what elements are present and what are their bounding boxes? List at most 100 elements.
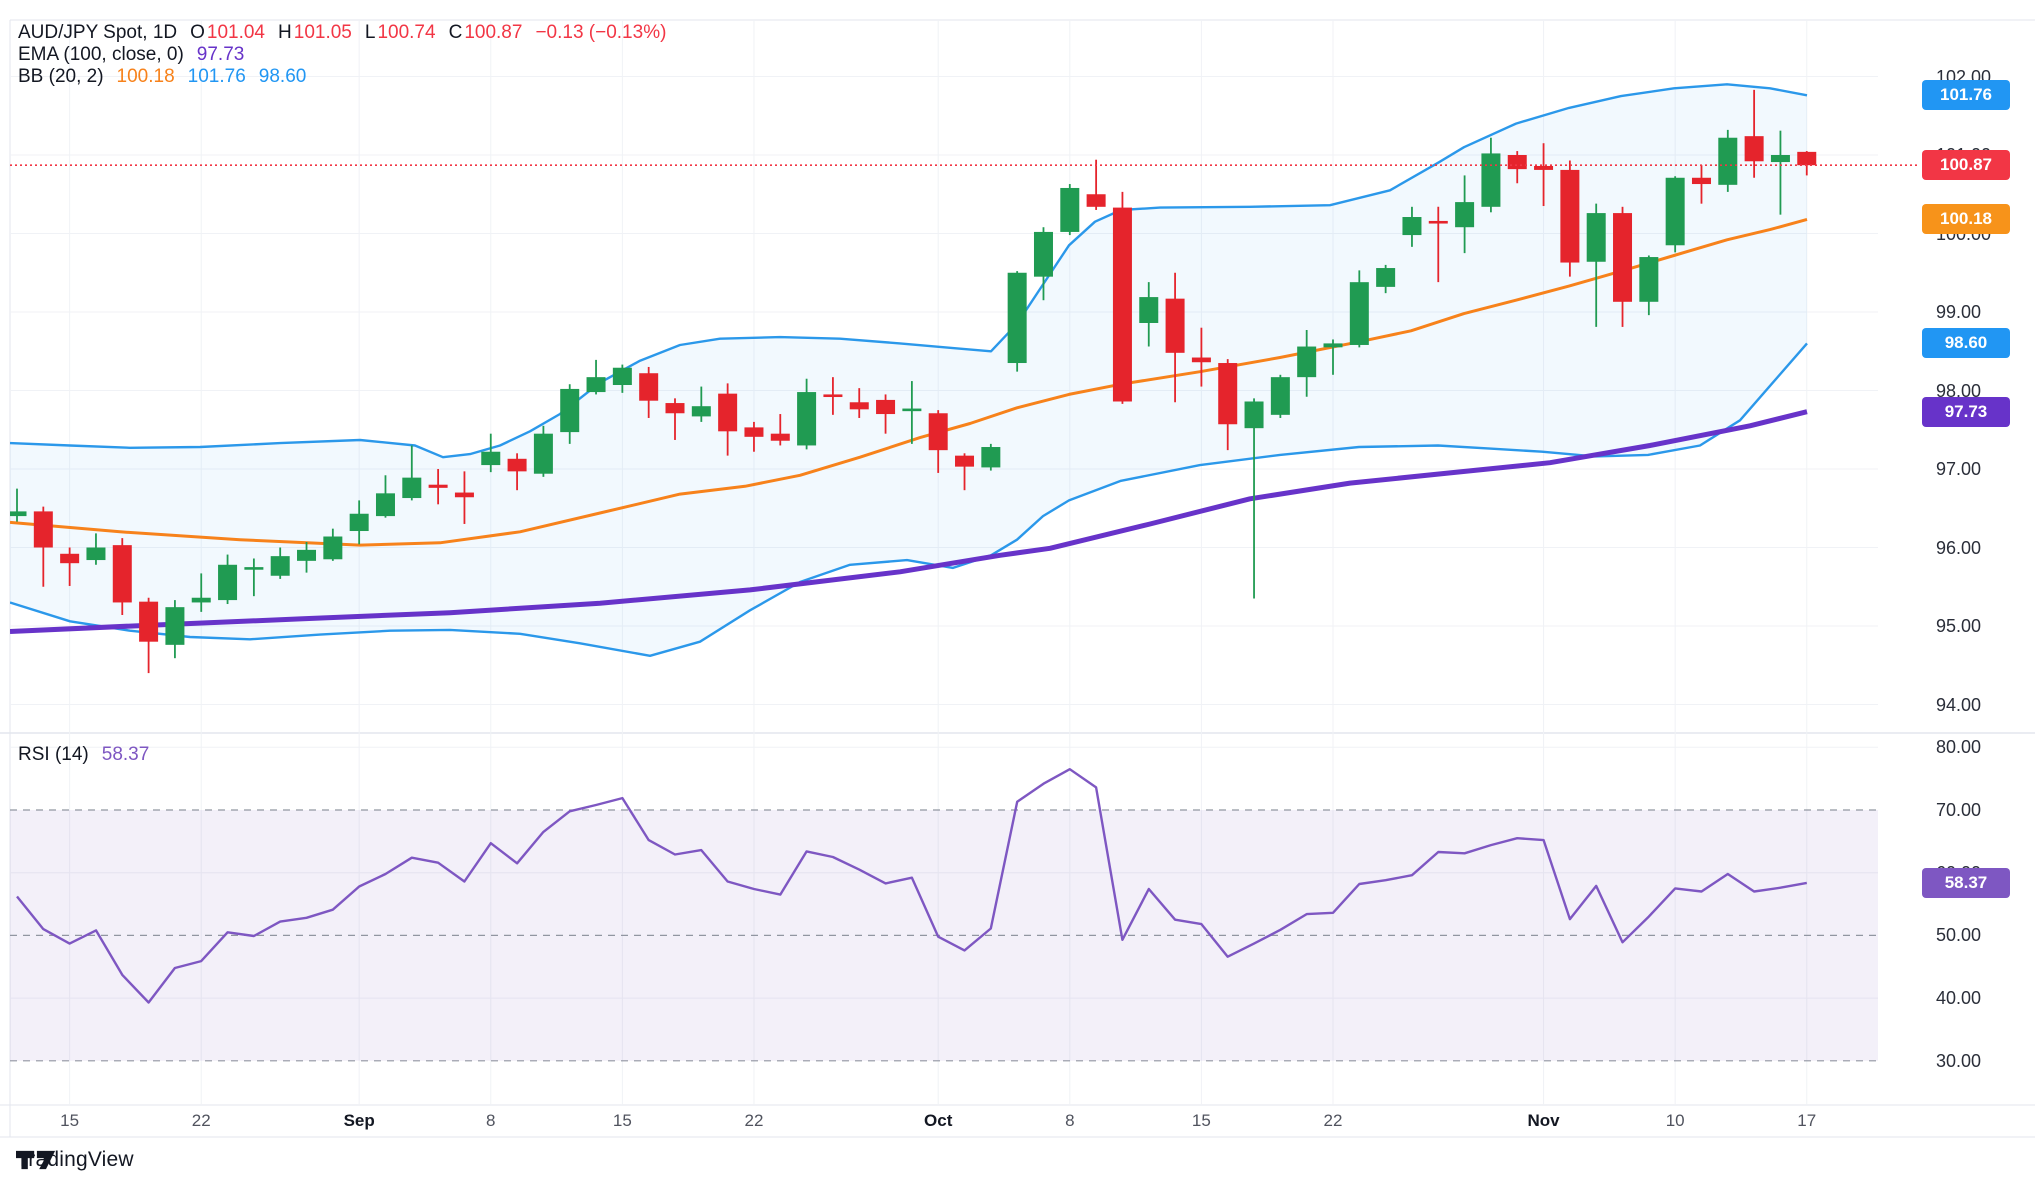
candle[interactable]	[797, 378, 817, 450]
candle[interactable]	[1007, 271, 1027, 372]
candle[interactable]	[297, 542, 317, 573]
candle[interactable]	[1718, 129, 1738, 192]
candle[interactable]	[1428, 206, 1448, 283]
time-axis-label: 10	[1665, 1111, 1685, 1130]
candle[interactable]	[1481, 137, 1501, 213]
candle[interactable]	[1270, 374, 1290, 418]
bb-value: 98.60	[258, 66, 307, 87]
candle[interactable]	[1613, 206, 1633, 327]
main-legend: AUD/JPY Spot, 1D O 101.04 H 101.05 L 100.74 C 1…	[18, 22, 666, 87]
candle[interactable]	[402, 445, 422, 501]
candle[interactable]	[1455, 175, 1475, 254]
candle[interactable]	[665, 398, 685, 440]
candle[interactable]	[1744, 89, 1764, 178]
candle[interactable]	[1244, 398, 1264, 599]
bb-lower-line[interactable]	[10, 342, 1808, 657]
candle[interactable]	[1323, 339, 1343, 375]
candle[interactable]	[1797, 151, 1817, 176]
candle[interactable]	[1560, 160, 1580, 277]
candle[interactable]	[1586, 203, 1606, 327]
candle[interactable]	[1139, 282, 1159, 347]
candle[interactable]	[1402, 206, 1422, 247]
symbol-legend-row[interactable]: AUD/JPY Spot, 1D O 101.04 H 101.05 L 100.74 C 1…	[18, 22, 666, 43]
time-axis-label: 22	[744, 1111, 764, 1130]
rsi-axis-label: 40.00	[1936, 988, 1982, 1009]
candle[interactable]	[533, 425, 553, 477]
time-scale[interactable]	[0, 1105, 2035, 1137]
candle[interactable]	[1112, 191, 1132, 404]
candle[interactable]	[454, 471, 474, 524]
candlestick-series[interactable]	[8, 89, 1817, 674]
ohlc-item: C 100.87	[448, 22, 523, 43]
candle[interactable]	[349, 500, 369, 545]
candle[interactable]	[955, 453, 975, 491]
candle[interactable]	[1639, 255, 1659, 316]
time-axis-label: 17	[1797, 1111, 1817, 1130]
candle[interactable]	[60, 547, 80, 586]
candle[interactable]	[1218, 359, 1238, 451]
candle[interactable]	[33, 506, 53, 587]
candle[interactable]	[1060, 184, 1080, 236]
rsi-legend-row[interactable]: RSI (14) 58.37	[18, 744, 149, 766]
candle[interactable]	[718, 383, 738, 456]
candle[interactable]	[375, 475, 395, 518]
tradingview-logo-icon	[16, 1150, 56, 1170]
candle[interactable]	[823, 377, 843, 415]
candle[interactable]	[1086, 159, 1106, 210]
candle[interactable]	[323, 528, 343, 561]
candle[interactable]	[218, 554, 238, 605]
candle[interactable]	[8, 488, 27, 522]
candle[interactable]	[507, 453, 527, 491]
candle[interactable]	[112, 538, 132, 616]
candle[interactable]	[586, 359, 606, 395]
rsi-line[interactable]	[16, 768, 1808, 1004]
candle[interactable]	[1297, 330, 1317, 397]
ema-legend-row[interactable]: EMA (100, close, 0) 97.73	[18, 44, 666, 65]
candle[interactable]	[191, 573, 211, 612]
candle[interactable]	[1165, 272, 1185, 403]
candle[interactable]	[1691, 165, 1711, 204]
tradingview-logo[interactable]: TradingView	[16, 1148, 134, 1172]
candle[interactable]	[270, 547, 290, 579]
candle[interactable]	[612, 364, 632, 393]
candle[interactable]	[165, 600, 185, 659]
rsi-axis-label: 50.00	[1936, 925, 1982, 946]
price-badge: 100.18	[1922, 204, 2010, 235]
candle[interactable]	[691, 386, 711, 422]
candle[interactable]	[849, 388, 869, 418]
symbol-title: AUD/JPY Spot, 1D	[18, 22, 178, 43]
candle[interactable]	[139, 597, 159, 674]
candle[interactable]	[902, 381, 922, 444]
candle[interactable]	[86, 533, 106, 565]
candle[interactable]	[981, 443, 1001, 471]
change-value: −0.13 (−0.13%)	[535, 22, 667, 43]
bb-label: BB (20, 2)	[18, 66, 104, 87]
ema-label: EMA (100, close, 0)	[18, 44, 184, 65]
candle[interactable]	[876, 394, 896, 434]
candle[interactable]	[1770, 130, 1790, 215]
candle[interactable]	[244, 558, 264, 597]
candle[interactable]	[1665, 176, 1685, 253]
candle[interactable]	[1376, 264, 1396, 294]
candle[interactable]	[1033, 227, 1053, 301]
ema20-line[interactable]	[10, 217, 1808, 547]
time-axis-label: 22	[1323, 1111, 1343, 1130]
candle[interactable]	[1349, 270, 1369, 348]
rsi-badge: 58.37	[1922, 867, 2010, 898]
candle[interactable]	[744, 421, 764, 452]
candle[interactable]	[428, 469, 448, 505]
ema100-line[interactable]	[10, 409, 1808, 634]
bb-upper-line[interactable]	[10, 83, 1808, 459]
bb-legend-row[interactable]: BB (20, 2) 100.18 101.76 98.60	[18, 66, 666, 87]
time-axis-label: Nov	[1527, 1111, 1560, 1130]
candle[interactable]	[1534, 143, 1554, 207]
candle[interactable]	[639, 366, 659, 418]
time-axis-label: 15	[612, 1111, 632, 1130]
candle[interactable]	[928, 410, 948, 473]
candle[interactable]	[560, 384, 580, 444]
time-axis-label: Sep	[343, 1111, 375, 1130]
candle[interactable]	[1191, 327, 1211, 387]
candle[interactable]	[770, 414, 790, 446]
candle[interactable]	[481, 433, 501, 473]
